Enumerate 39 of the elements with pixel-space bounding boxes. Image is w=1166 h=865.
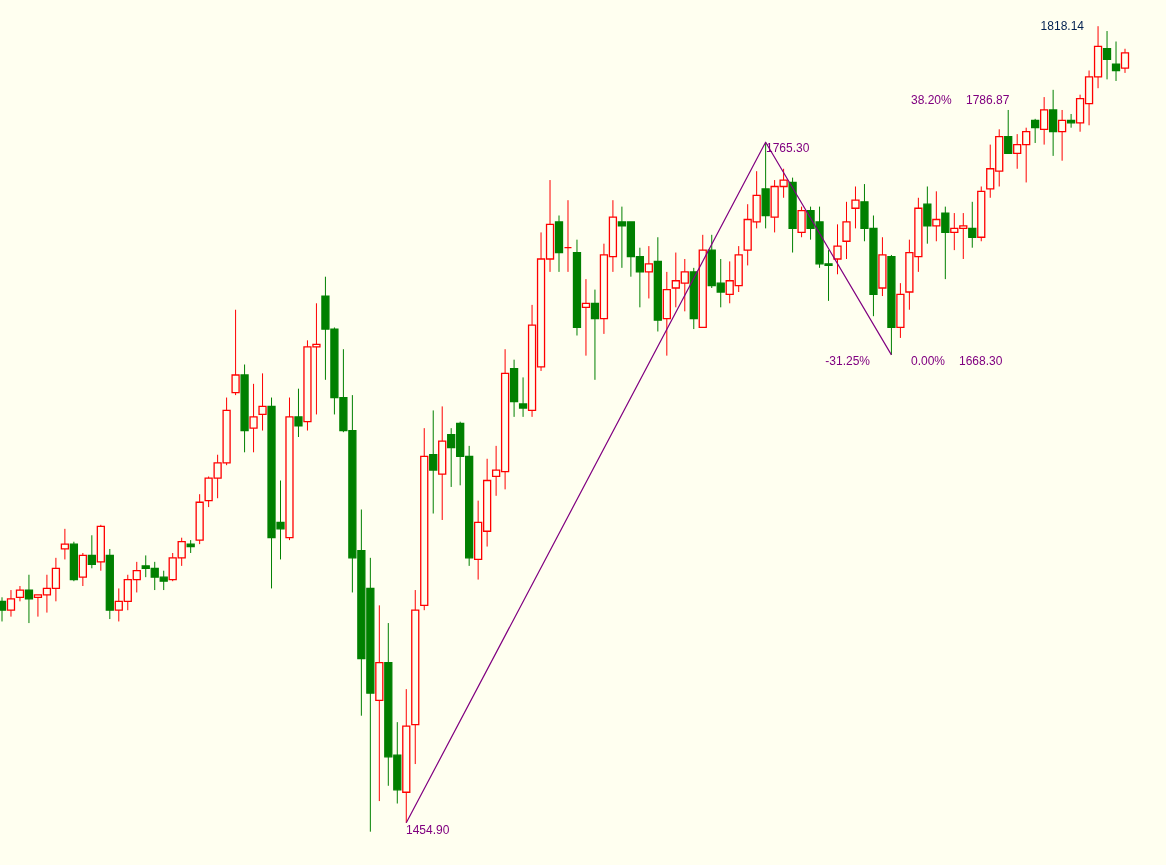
candlestick — [932, 190, 941, 242]
candlestick — [1048, 89, 1058, 157]
candlestick — [1066, 113, 1076, 129]
candlestick — [258, 372, 267, 432]
candlestick — [644, 245, 653, 299]
annotation: 1668.30 — [959, 354, 1003, 368]
candlestick — [24, 574, 34, 624]
candlestick — [923, 185, 932, 245]
candlestick — [429, 409, 438, 515]
candlestick — [60, 528, 70, 560]
annotation: 1786.87 — [966, 93, 1010, 107]
candlestick — [0, 596, 7, 622]
candlestick — [1057, 109, 1067, 162]
candlestick — [590, 289, 600, 381]
candlestick — [78, 552, 88, 587]
candlestick — [1039, 96, 1049, 146]
candlestick — [968, 201, 977, 249]
annotation: 1818.14 — [1040, 19, 1085, 33]
candlestick — [249, 383, 258, 453]
annotation: 1454.90 — [406, 823, 450, 837]
candlestick — [87, 534, 96, 569]
candlestick — [1111, 41, 1121, 82]
candlestick — [1031, 118, 1040, 144]
candlestick — [518, 376, 528, 418]
candlestick — [1120, 48, 1130, 74]
candlestick — [833, 223, 842, 275]
candlestick — [941, 206, 950, 280]
candlestick — [581, 278, 591, 357]
candlestick — [797, 206, 806, 238]
candlestick — [842, 201, 851, 260]
candlestick — [294, 388, 303, 438]
annotation: -31.25% — [825, 354, 871, 368]
candlestick — [851, 185, 860, 229]
candlestick — [1004, 109, 1013, 155]
annotation: 38.20% — [911, 93, 953, 107]
candlestick — [1102, 30, 1112, 80]
annotation: 0.00% — [911, 354, 946, 368]
candlestick — [6, 589, 16, 618]
candlestick — [231, 309, 240, 396]
